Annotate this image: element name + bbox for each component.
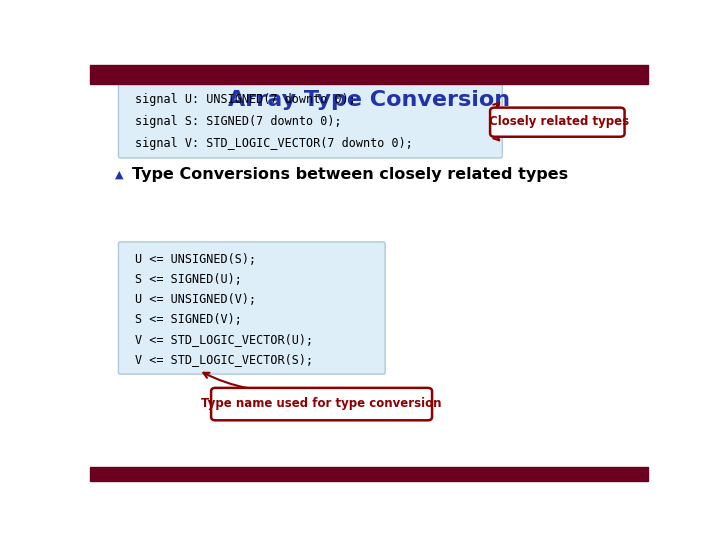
FancyBboxPatch shape	[119, 242, 385, 374]
Text: S <= SIGNED(U);: S <= SIGNED(U);	[135, 273, 241, 286]
Text: Closely related types: Closely related types	[489, 115, 629, 128]
Bar	[90, 65, 648, 84]
Bar	[90, 467, 648, 481]
Text: U <= UNSIGNED(S);: U <= UNSIGNED(S);	[135, 253, 256, 266]
Text: ▲: ▲	[115, 170, 124, 180]
Text: S <= SIGNED(V);: S <= SIGNED(V);	[135, 313, 241, 326]
Text: Array Type Conversion: Array Type Conversion	[228, 90, 510, 110]
FancyBboxPatch shape	[211, 388, 432, 420]
Text: 6-18  •  Comprehensive VHDL: Types: 6-18 • Comprehensive VHDL: Types	[101, 469, 268, 478]
Text: signal U: UNSIGNED(7 downto 0);: signal U: UNSIGNED(7 downto 0);	[135, 93, 356, 106]
FancyBboxPatch shape	[490, 107, 624, 137]
Text: Type name used for type conversion: Type name used for type conversion	[202, 397, 442, 410]
Text: signal V: STD_LOGIC_VECTOR(7 downto 0);: signal V: STD_LOGIC_VECTOR(7 downto 0);	[135, 137, 413, 150]
Text: V <= STD_LOGIC_VECTOR(U);: V <= STD_LOGIC_VECTOR(U);	[135, 333, 312, 346]
Text: U <= UNSIGNED(V);: U <= UNSIGNED(V);	[135, 293, 256, 306]
FancyBboxPatch shape	[119, 82, 503, 158]
Text: signal S: SIGNED(7 downto 0);: signal S: SIGNED(7 downto 0);	[135, 115, 341, 129]
Text: Type Conversions between closely related types: Type Conversions between closely related…	[132, 167, 568, 183]
Text: V <= STD_LOGIC_VECTOR(S);: V <= STD_LOGIC_VECTOR(S);	[135, 353, 312, 366]
Text: Copyright © 2000 Doulos: Copyright © 2000 Doulos	[521, 469, 637, 478]
